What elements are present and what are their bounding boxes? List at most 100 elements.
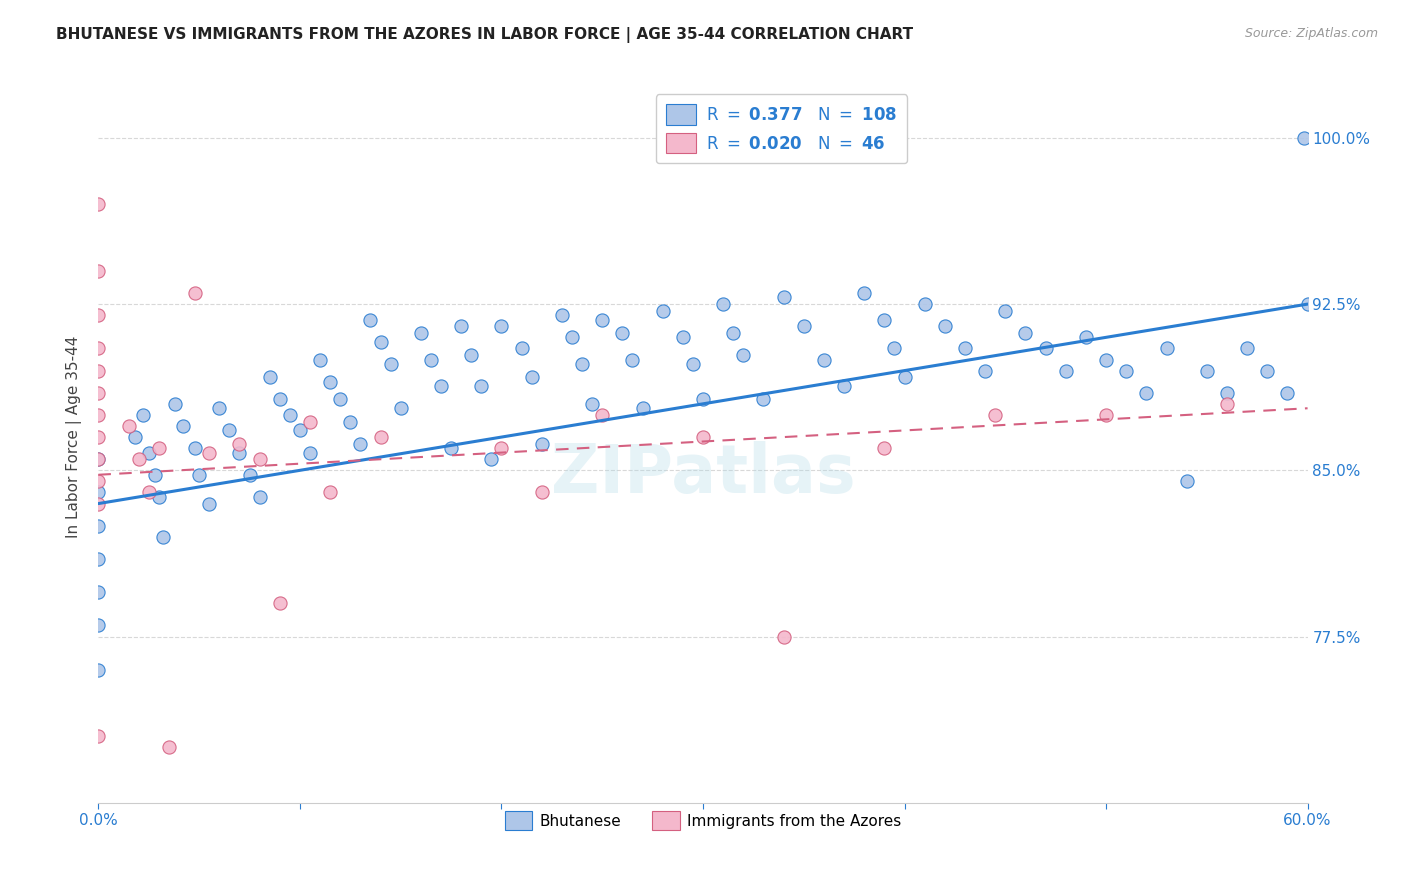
Point	[1095, 408, 1118, 422]
Point	[772, 630, 794, 644]
Point	[974, 363, 997, 377]
Point	[934, 319, 956, 334]
Point	[470, 379, 492, 393]
Point	[184, 441, 207, 455]
Point	[138, 445, 160, 459]
Point	[269, 596, 291, 610]
Point	[733, 348, 755, 362]
Point	[349, 436, 371, 450]
Point	[87, 497, 110, 511]
Point	[420, 352, 443, 367]
Point	[723, 326, 745, 340]
Point	[883, 342, 905, 356]
Point	[772, 290, 794, 304]
Point	[481, 452, 503, 467]
Point	[288, 424, 311, 438]
Point	[249, 452, 271, 467]
Point	[87, 308, 110, 322]
Point	[561, 330, 583, 344]
Point	[409, 326, 432, 340]
Point	[87, 663, 110, 677]
Point	[491, 441, 513, 455]
Point	[1296, 297, 1319, 311]
Point	[1035, 342, 1057, 356]
Point	[711, 297, 734, 311]
Point	[612, 326, 634, 340]
Point	[651, 303, 673, 318]
Point	[148, 490, 170, 504]
Point	[1292, 131, 1315, 145]
Point	[994, 303, 1017, 318]
Point	[87, 518, 110, 533]
Point	[793, 319, 815, 334]
Point	[148, 441, 170, 455]
Point	[87, 552, 110, 566]
Point	[460, 348, 482, 362]
Point	[87, 264, 110, 278]
Point	[380, 357, 402, 371]
Y-axis label: In Labor Force | Age 35-44: In Labor Force | Age 35-44	[66, 336, 83, 538]
Point	[510, 342, 533, 356]
Point	[1216, 385, 1239, 400]
Point	[1054, 363, 1077, 377]
Point	[339, 415, 361, 429]
Point	[128, 452, 150, 467]
Text: ZIPatlas: ZIPatlas	[551, 441, 855, 507]
Point	[591, 312, 613, 326]
Point	[1175, 475, 1198, 489]
Point	[832, 379, 855, 393]
Point	[87, 475, 110, 489]
Point	[631, 401, 654, 416]
Point	[188, 467, 211, 482]
Point	[1216, 397, 1239, 411]
Point	[184, 285, 207, 300]
Point	[571, 357, 593, 371]
Point	[813, 352, 835, 367]
Point	[1156, 342, 1178, 356]
Point	[278, 408, 301, 422]
Point	[87, 408, 110, 422]
Point	[1195, 363, 1218, 377]
Point	[87, 485, 110, 500]
Point	[893, 370, 915, 384]
Point	[873, 441, 896, 455]
Text: Source: ZipAtlas.com: Source: ZipAtlas.com	[1244, 27, 1378, 40]
Point	[124, 430, 146, 444]
Point	[87, 342, 110, 356]
Point	[329, 392, 352, 407]
Point	[299, 445, 322, 459]
Point	[752, 392, 775, 407]
Point	[370, 334, 392, 349]
Point	[530, 485, 553, 500]
Point	[1115, 363, 1137, 377]
Point	[551, 308, 574, 322]
Point	[360, 312, 382, 326]
Point	[208, 401, 231, 416]
Point	[259, 370, 281, 384]
Point	[198, 497, 221, 511]
Point	[914, 297, 936, 311]
Point	[87, 363, 110, 377]
Text: BHUTANESE VS IMMIGRANTS FROM THE AZORES IN LABOR FORCE | AGE 35-44 CORRELATION C: BHUTANESE VS IMMIGRANTS FROM THE AZORES …	[56, 27, 914, 43]
Point	[228, 436, 250, 450]
Point	[1135, 385, 1157, 400]
Point	[389, 401, 412, 416]
Point	[249, 490, 271, 504]
Point	[309, 352, 332, 367]
Point	[132, 408, 155, 422]
Point	[218, 424, 240, 438]
Point	[87, 452, 110, 467]
Point	[143, 467, 166, 482]
Point	[430, 379, 453, 393]
Point	[491, 319, 513, 334]
Legend: Bhutanese, Immigrants from the Azores: Bhutanese, Immigrants from the Azores	[495, 802, 911, 839]
Point	[682, 357, 704, 371]
Point	[163, 397, 186, 411]
Point	[269, 392, 291, 407]
Point	[299, 415, 322, 429]
Point	[873, 312, 896, 326]
Point	[370, 430, 392, 444]
Point	[172, 419, 194, 434]
Point	[581, 397, 603, 411]
Point	[87, 430, 110, 444]
